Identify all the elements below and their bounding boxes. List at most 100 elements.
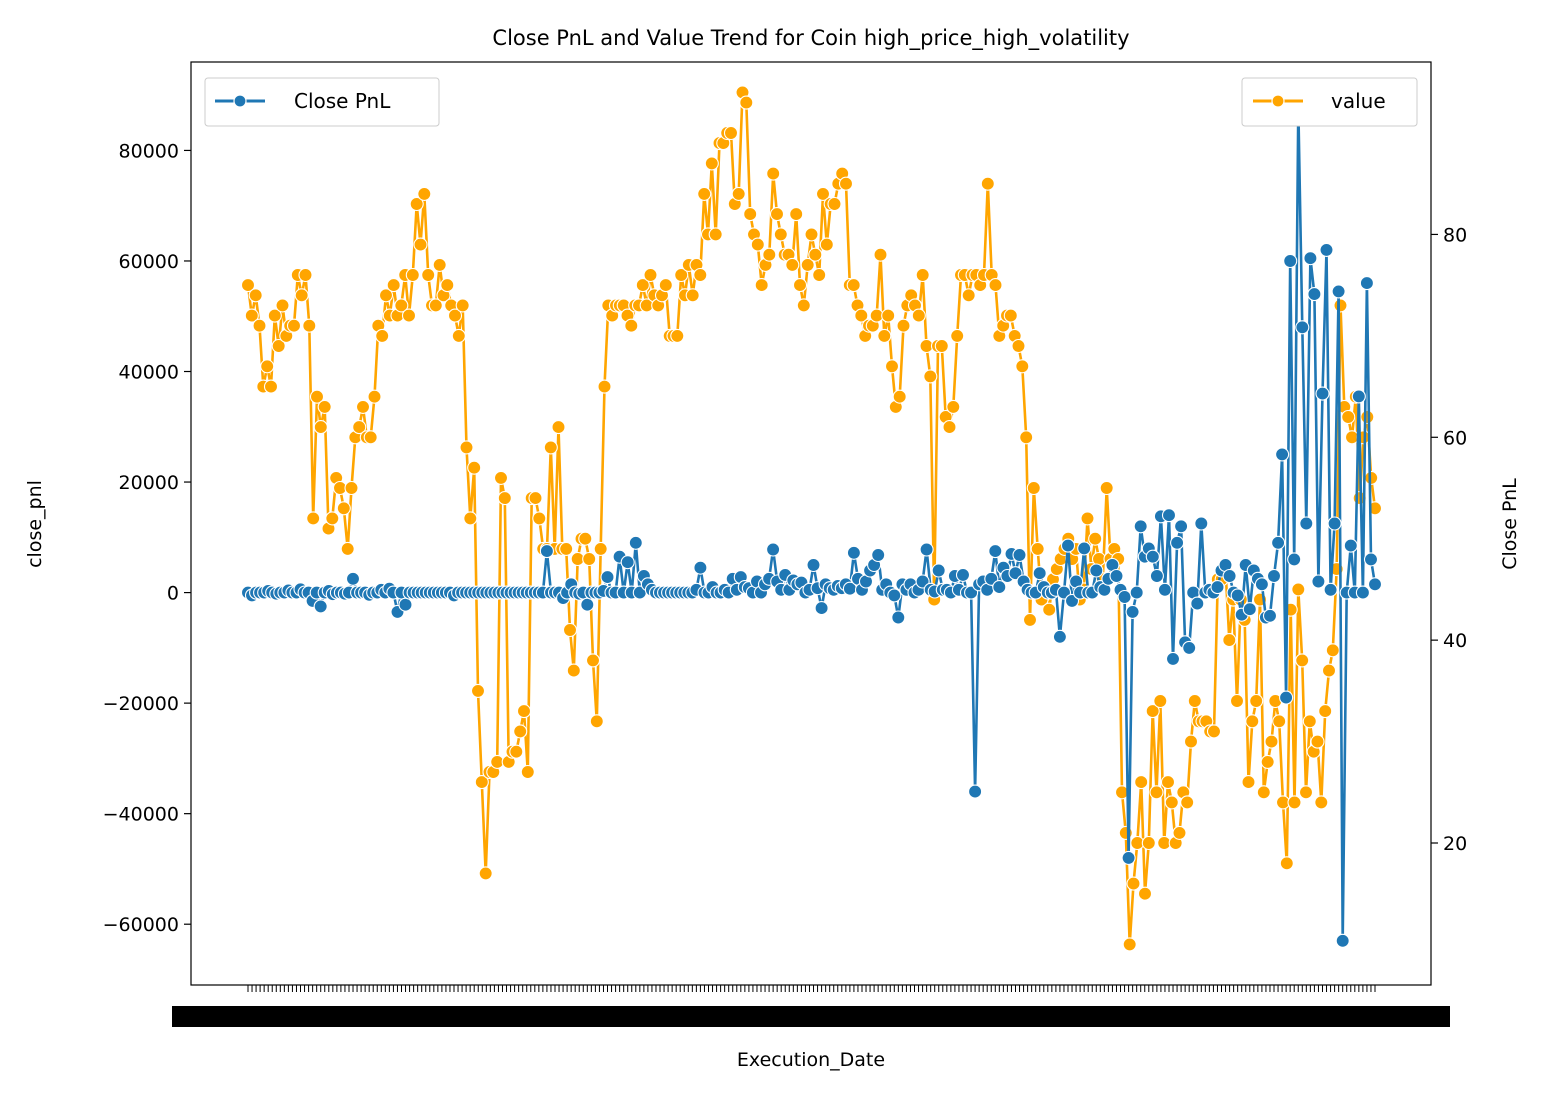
value-point — [693, 267, 708, 283]
value-point — [428, 298, 443, 313]
value-point — [313, 420, 328, 435]
value-point — [528, 491, 543, 506]
value-point — [766, 166, 781, 181]
value-point — [516, 704, 532, 719]
close-pnl-point — [1182, 640, 1197, 655]
close-pnl-point — [955, 567, 971, 582]
value-point — [812, 267, 827, 283]
y-right-tick-label: 40 — [1443, 630, 1467, 652]
value-point — [532, 511, 547, 526]
value-point — [1367, 501, 1383, 516]
value-point — [1153, 693, 1168, 709]
value-point — [1164, 795, 1179, 810]
value-point — [1030, 541, 1045, 556]
value-point — [1222, 633, 1237, 648]
value-point — [950, 328, 965, 343]
value-point — [658, 278, 673, 293]
value-point — [1298, 785, 1314, 800]
x-axis-label: Execution_Date — [737, 1049, 885, 1071]
close-pnl-point — [1287, 552, 1302, 567]
y-axis-left: −60000 −40000 −20000 0 20000 40000 60000 80000 — [103, 140, 191, 936]
close-pnl-point — [1242, 602, 1257, 617]
value-point — [1137, 886, 1153, 901]
value-point — [317, 399, 332, 414]
close-pnl-point — [1032, 566, 1047, 581]
value-point — [1333, 298, 1348, 313]
value-point — [367, 389, 382, 404]
value-point — [248, 288, 263, 303]
value-point — [1149, 785, 1164, 800]
value-point — [789, 207, 804, 222]
value-point — [378, 288, 394, 303]
value-point — [934, 338, 949, 354]
value-point — [352, 420, 367, 435]
value-point — [1325, 643, 1340, 658]
value-point — [1015, 359, 1030, 374]
x-tick-labels-overlapped — [172, 1006, 1450, 1027]
close-pnl-point — [1279, 690, 1294, 705]
y-axis-right-label: Close PnL — [1499, 478, 1521, 570]
close-pnl-point — [620, 555, 635, 570]
value-point — [497, 491, 512, 506]
y-left-tick-label: 60000 — [119, 251, 179, 273]
close-pnl-point — [1331, 284, 1346, 299]
close-pnl-point — [1222, 568, 1237, 584]
value-point — [260, 359, 275, 374]
value-point — [267, 308, 282, 323]
value-point — [1291, 582, 1306, 597]
value-point — [585, 653, 601, 668]
value-point — [470, 683, 486, 698]
close-pnl-point — [1266, 568, 1282, 584]
value-point — [551, 420, 566, 435]
value-point — [643, 267, 658, 283]
close-pnl-point — [1077, 541, 1092, 556]
value-point — [915, 267, 930, 283]
legend-label-close-pnl: Close PnL — [294, 89, 391, 113]
close-pnl-point — [1299, 516, 1314, 531]
value-point — [827, 196, 842, 212]
close-pnl-point — [1355, 585, 1370, 600]
plot-frame — [190, 61, 1432, 986]
value-point — [704, 156, 719, 171]
y-left-tick-label: 0 — [167, 583, 179, 605]
value-point — [271, 338, 286, 354]
close-pnl-point — [1052, 629, 1067, 644]
series-value — [240, 85, 1383, 952]
value-point — [1019, 430, 1034, 445]
value-point — [796, 298, 811, 313]
close-pnl-point — [1327, 516, 1342, 531]
value-point — [785, 257, 800, 272]
chart-title: Close PnL and Value Trend for Coin high_… — [492, 26, 1129, 51]
value-point — [589, 714, 604, 729]
value-point — [340, 541, 355, 556]
value-point — [244, 308, 259, 323]
value-point — [670, 328, 685, 343]
close-pnl-point — [313, 599, 328, 614]
value-point — [394, 298, 409, 313]
y-axis-left-label: close_pnl — [24, 480, 46, 568]
value-point — [559, 541, 574, 556]
y-left-tick-label: −40000 — [103, 804, 179, 826]
close-pnl-point — [1133, 519, 1148, 534]
series-close-pnl — [240, 99, 1383, 948]
value-point — [1088, 531, 1103, 546]
close-pnl-point — [1303, 251, 1318, 266]
plot-area — [190, 61, 1432, 986]
close-pnl-point — [398, 597, 413, 612]
value-point — [624, 318, 639, 333]
close-pnl-point — [1125, 604, 1140, 619]
value-point — [463, 511, 478, 526]
value-point — [1141, 835, 1156, 851]
value-point — [1241, 775, 1256, 790]
value-point — [447, 308, 463, 323]
value-point — [800, 257, 815, 272]
value-point — [892, 389, 907, 404]
value-point — [942, 420, 957, 435]
value-point — [1287, 795, 1302, 810]
close-pnl-point — [345, 571, 361, 586]
legend-marker-value — [1271, 94, 1285, 108]
close-pnl-point — [871, 547, 886, 563]
value-point — [1183, 734, 1199, 749]
close-pnl-point — [1012, 547, 1027, 563]
